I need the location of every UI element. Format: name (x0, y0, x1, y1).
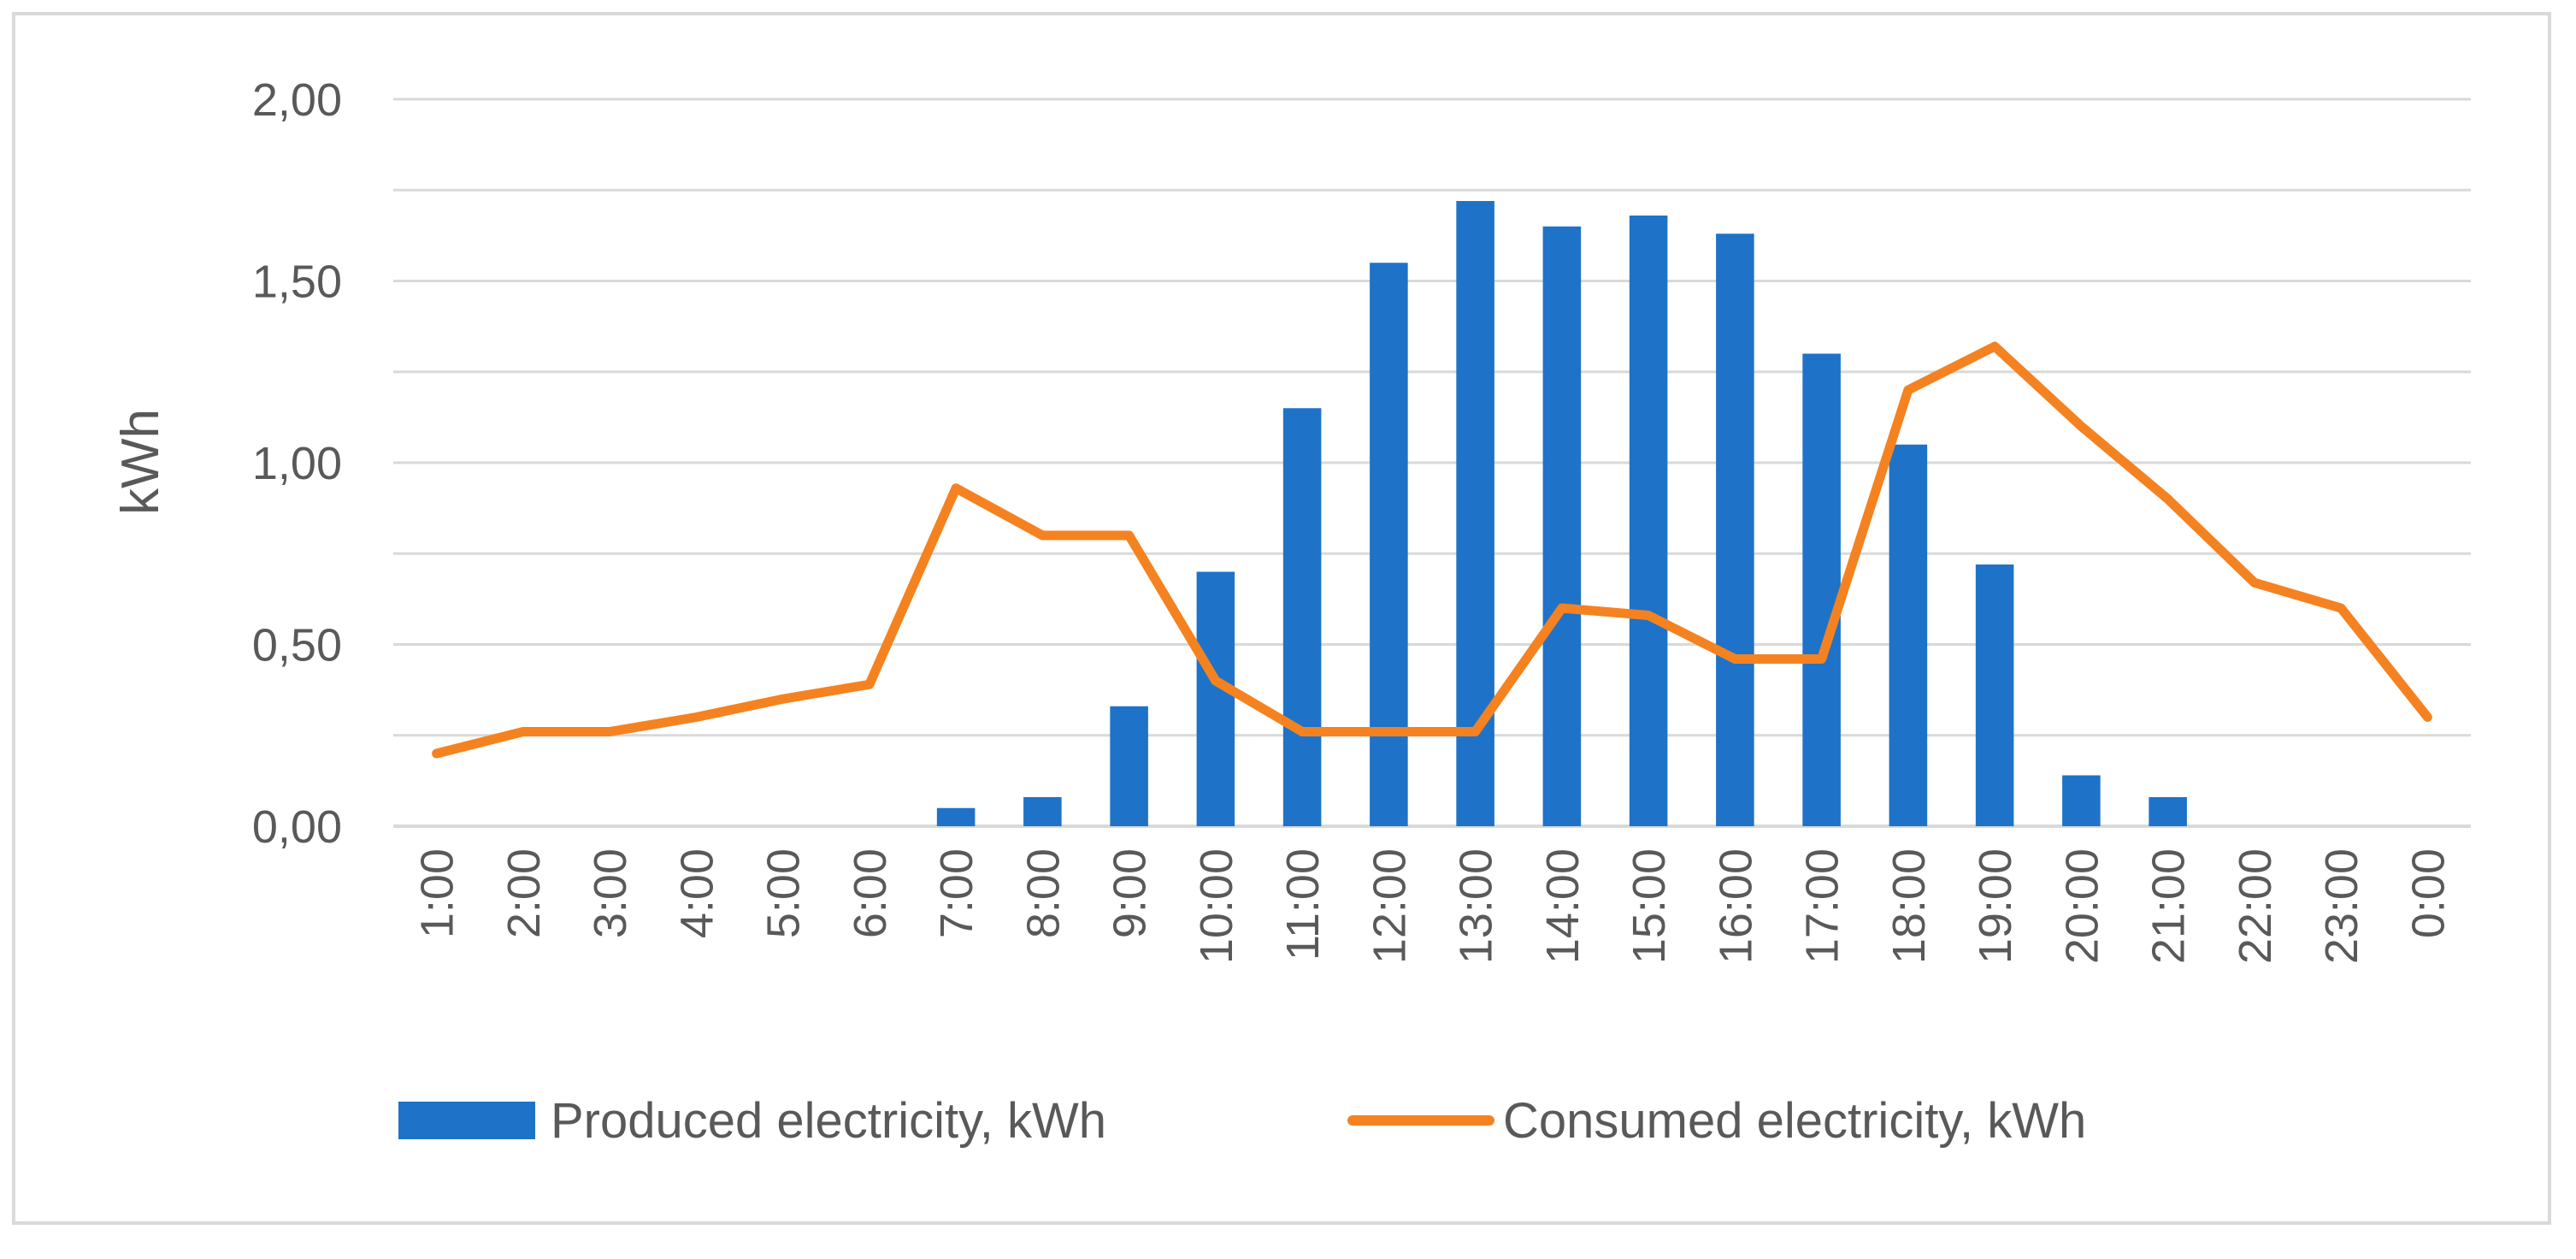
y-tick-label: 0,50 (252, 620, 342, 671)
bar-9-00 (1110, 706, 1148, 826)
x-tick-label: 14:00 (1537, 848, 1589, 964)
x-tick-label: 1:00 (412, 848, 463, 938)
y-axis-ticks: 0,00 0,50 1,00 1,50 2,00 (252, 74, 342, 853)
bar-12-00 (1370, 263, 1408, 826)
y-tick-label: 1,00 (252, 438, 342, 489)
y-axis-title: kWh (111, 409, 170, 515)
x-tick-label: 11:00 (1277, 848, 1329, 961)
x-tick-label: 0:00 (2402, 848, 2454, 938)
legend-label-consumed: Consumed electricity, kWh (1503, 1093, 2086, 1149)
x-tick-label: 23:00 (2316, 848, 2367, 964)
x-tick-label: 4:00 (671, 848, 722, 938)
x-tick-label: 8:00 (1017, 848, 1069, 938)
produced-bars (936, 201, 2187, 826)
y-tick-label: 2,00 (252, 74, 342, 126)
bar-7-00 (936, 807, 976, 826)
x-tick-label: 16:00 (1710, 848, 1761, 964)
legend: Produced electricity, kWh Consumed elect… (398, 1093, 2086, 1149)
bar-13-00 (1456, 201, 1494, 826)
bar-8-00 (1023, 797, 1062, 826)
x-tick-label: 10:00 (1191, 848, 1242, 964)
x-axis-ticks: 1:00 2:00 3:00 4:00 5:00 6:00 7:00 8:00 9:00 10:0… (412, 848, 2455, 964)
bar-14-00 (1542, 226, 1582, 826)
chart-frame (12, 12, 2551, 1225)
bar-18-00 (1889, 444, 1928, 826)
bar-20-00 (2062, 775, 2101, 826)
gridlines (393, 98, 2471, 828)
x-tick-label: 17:00 (1797, 848, 1848, 964)
x-tick-label: 19:00 (1970, 848, 2021, 964)
legend-label-produced: Produced electricity, kWh (551, 1093, 1106, 1149)
x-tick-label: 7:00 (931, 848, 982, 938)
x-tick-label: 22:00 (2230, 848, 2281, 964)
bar-17-00 (1802, 353, 1841, 826)
x-tick-label: 21:00 (2143, 848, 2195, 964)
x-tick-label: 3:00 (585, 848, 636, 938)
y-tick-label: 1,50 (252, 257, 342, 308)
legend-swatch-produced (398, 1102, 535, 1139)
bar-10-00 (1196, 571, 1235, 826)
bar-16-00 (1716, 233, 1754, 826)
bar-11-00 (1282, 408, 1322, 826)
x-tick-label: 5:00 (758, 848, 810, 938)
consumed-line (432, 341, 2432, 759)
bar-15-00 (1629, 216, 1668, 826)
x-tick-label: 18:00 (1883, 848, 1935, 964)
x-tick-label: 2:00 (498, 848, 550, 938)
x-tick-label: 20:00 (2056, 848, 2107, 964)
x-tick-label: 12:00 (1364, 848, 1415, 964)
x-tick-label: 9:00 (1105, 848, 1156, 938)
x-tick-label: 6:00 (845, 848, 896, 938)
y-tick-label: 0,00 (252, 801, 342, 853)
bar-19-00 (1975, 564, 2014, 826)
x-tick-label: 13:00 (1451, 848, 1502, 964)
bar-21-00 (2149, 797, 2187, 826)
x-tick-label: 15:00 (1624, 848, 1675, 964)
